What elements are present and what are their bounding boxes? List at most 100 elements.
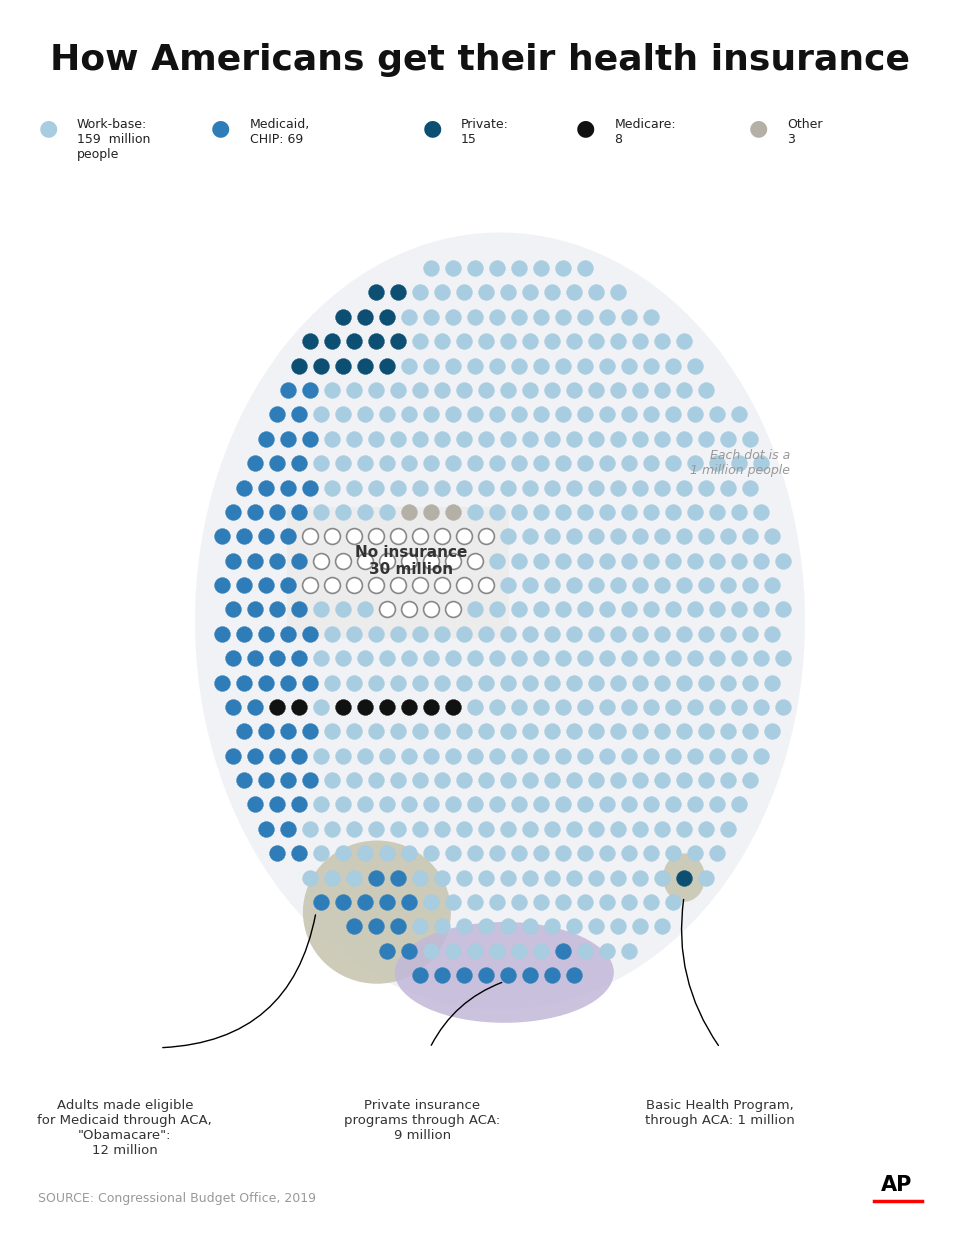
Point <box>742 770 757 790</box>
Point <box>280 428 296 448</box>
Point <box>357 745 372 765</box>
Point <box>270 405 285 425</box>
Point <box>423 795 439 815</box>
Point <box>413 623 428 643</box>
Point <box>391 380 406 400</box>
Point <box>611 917 626 936</box>
Point <box>391 428 406 448</box>
Point <box>633 917 648 936</box>
Point <box>754 600 769 620</box>
Point <box>633 380 648 400</box>
Point <box>490 843 505 863</box>
Point <box>423 648 439 668</box>
Point <box>401 940 417 960</box>
Point <box>643 697 659 717</box>
Point <box>720 623 735 643</box>
Point <box>776 600 791 620</box>
Point <box>776 648 791 668</box>
Point <box>534 745 549 765</box>
Point <box>566 673 582 693</box>
Point <box>544 673 560 693</box>
Point <box>214 575 229 595</box>
Point <box>544 722 560 741</box>
Point <box>490 648 505 668</box>
Point <box>544 868 560 888</box>
Ellipse shape <box>303 841 451 984</box>
Point <box>611 478 626 498</box>
Point <box>401 648 417 668</box>
Point <box>401 453 417 473</box>
Point <box>270 600 285 620</box>
Point <box>324 575 340 595</box>
Point <box>611 332 626 351</box>
Point <box>621 307 636 327</box>
Point <box>214 623 229 643</box>
Ellipse shape <box>395 922 613 1023</box>
Point <box>478 332 493 351</box>
Point <box>413 818 428 838</box>
Point <box>369 818 384 838</box>
Point <box>423 355 439 375</box>
Point <box>512 550 527 570</box>
Point <box>599 355 614 375</box>
Point <box>335 697 350 717</box>
Point <box>687 843 703 863</box>
Point <box>302 868 318 888</box>
Point <box>534 892 549 912</box>
Point <box>566 770 582 790</box>
Point <box>621 405 636 425</box>
Point <box>478 818 493 838</box>
Point <box>544 282 560 302</box>
Point <box>534 843 549 863</box>
Point <box>391 868 406 888</box>
Point <box>456 868 471 888</box>
Point <box>468 648 483 668</box>
Point <box>512 258 527 278</box>
Point <box>754 502 769 522</box>
Point <box>599 453 614 473</box>
Point <box>742 428 757 448</box>
Point <box>742 673 757 693</box>
Point <box>401 502 417 522</box>
Point <box>633 868 648 888</box>
Point <box>599 892 614 912</box>
Point <box>698 380 713 400</box>
Point <box>313 600 328 620</box>
Point <box>401 405 417 425</box>
Point <box>512 892 527 912</box>
Point <box>248 502 263 522</box>
Point <box>522 380 538 400</box>
Point <box>423 258 439 278</box>
Point <box>655 917 670 936</box>
Point <box>732 405 747 425</box>
Point <box>236 575 252 595</box>
Point <box>347 332 362 351</box>
Point <box>291 502 306 522</box>
Point <box>391 917 406 936</box>
Point <box>522 527 538 546</box>
Point <box>534 795 549 815</box>
Point <box>248 550 263 570</box>
Point <box>280 770 296 790</box>
Point <box>347 428 362 448</box>
Point <box>423 892 439 912</box>
Point <box>599 697 614 717</box>
Text: AP: AP <box>880 1175 912 1195</box>
Point <box>369 673 384 693</box>
Point <box>445 795 461 815</box>
Point <box>544 965 560 985</box>
Point <box>621 550 636 570</box>
Point <box>611 380 626 400</box>
Point <box>391 673 406 693</box>
Point <box>588 722 604 741</box>
Point <box>500 478 516 498</box>
Point <box>313 745 328 765</box>
Point <box>500 623 516 643</box>
Point <box>577 600 592 620</box>
Point <box>357 600 372 620</box>
Point <box>490 892 505 912</box>
Point <box>534 307 549 327</box>
Point <box>544 575 560 595</box>
Point <box>720 478 735 498</box>
Text: Basic Health Program,
through ACA: 1 million: Basic Health Program, through ACA: 1 mil… <box>645 1099 795 1128</box>
